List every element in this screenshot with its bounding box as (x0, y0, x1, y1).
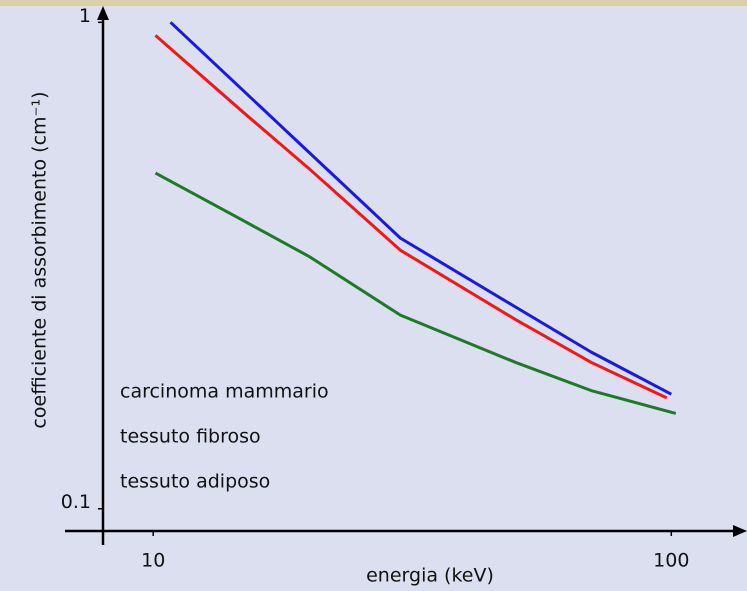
x-tick-label: 10 (141, 550, 165, 572)
series-line (171, 22, 672, 394)
top-strip (0, 0, 747, 6)
y-arrow (97, 6, 109, 20)
legend-label: carcinoma mammario (120, 381, 329, 403)
series-line (155, 173, 675, 413)
legend-label: tessuto fibroso (120, 426, 261, 448)
chart: energia (keV) coefficiente di assorbimen… (0, 0, 747, 591)
x-axis-label: energia (keV) (366, 565, 494, 587)
y-tick-label: 0.1 (61, 491, 91, 513)
y-tick-label: 1 (79, 5, 91, 27)
legend-label: tessuto adiposo (120, 471, 270, 493)
x-tick-label: 100 (653, 550, 689, 572)
series-line (155, 35, 666, 398)
x-arrow (733, 525, 747, 537)
y-axis-label: coefficiente di assorbimento (cm⁻¹) (29, 91, 51, 428)
